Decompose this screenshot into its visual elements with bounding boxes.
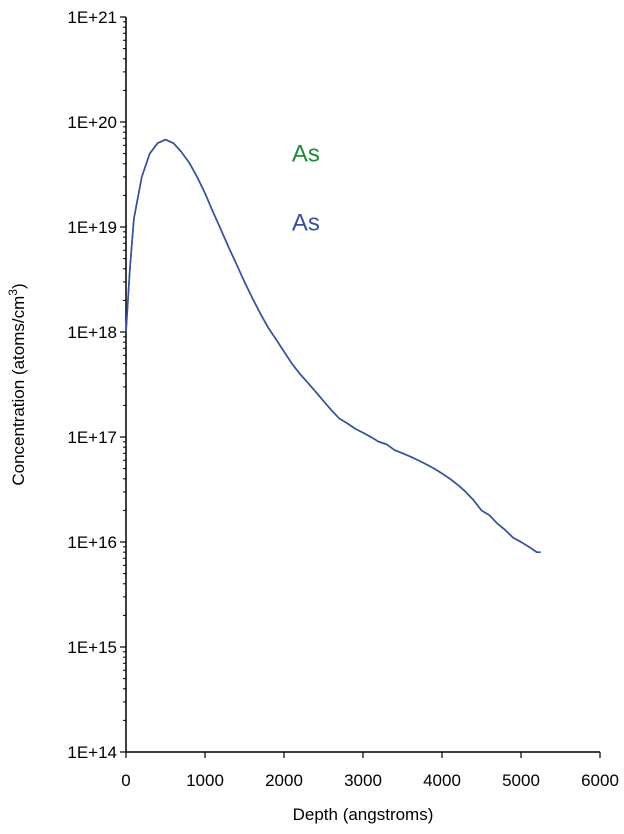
y-tick-label: 1E+18 bbox=[67, 323, 117, 342]
x-tick-label: 2000 bbox=[265, 771, 303, 790]
y-axis-ticks: 1E+14 1E+15 1E+16 1E+17 1E+18 1E+19 1E+20 1E+21 bbox=[67, 8, 126, 762]
x-tick-label: 0 bbox=[121, 771, 130, 790]
y-tick-label: 1E+14 bbox=[67, 743, 117, 762]
x-axis-title: Depth (angstroms) bbox=[293, 805, 434, 824]
y-axis-title-suffix: ) bbox=[9, 283, 28, 289]
x-tick-label: 5000 bbox=[502, 771, 540, 790]
series-labels: As As bbox=[292, 141, 320, 237]
x-axis-ticks: 0 1000 2000 3000 4000 5000 6000 bbox=[121, 752, 619, 790]
y-tick-label: 1E+15 bbox=[67, 638, 117, 657]
x-tick-label: 3000 bbox=[344, 771, 382, 790]
x-tick-label: 1000 bbox=[186, 771, 224, 790]
y-tick-label: 1E+16 bbox=[67, 533, 117, 552]
y-axis-title: Concentration (atoms/cm3) bbox=[6, 283, 28, 485]
y-axis-title-superscript: 3 bbox=[6, 289, 20, 296]
series-line-2 bbox=[125, 138, 541, 554]
y-tick-label: 1E+17 bbox=[67, 428, 117, 447]
series-label-1: As bbox=[292, 141, 320, 168]
x-tick-label: 4000 bbox=[423, 771, 461, 790]
y-tick-label: 1E+19 bbox=[67, 218, 117, 237]
series-line-1 bbox=[125, 138, 538, 553]
axes bbox=[125, 17, 600, 753]
x-tick-label: 6000 bbox=[581, 771, 619, 790]
y-tick-label: 1E+21 bbox=[67, 8, 117, 27]
series-label-2: As bbox=[292, 210, 320, 237]
y-axis-title-text: Concentration (atoms/cm bbox=[9, 296, 28, 486]
series-lines bbox=[125, 138, 541, 554]
y-tick-label: 1E+20 bbox=[67, 113, 117, 132]
